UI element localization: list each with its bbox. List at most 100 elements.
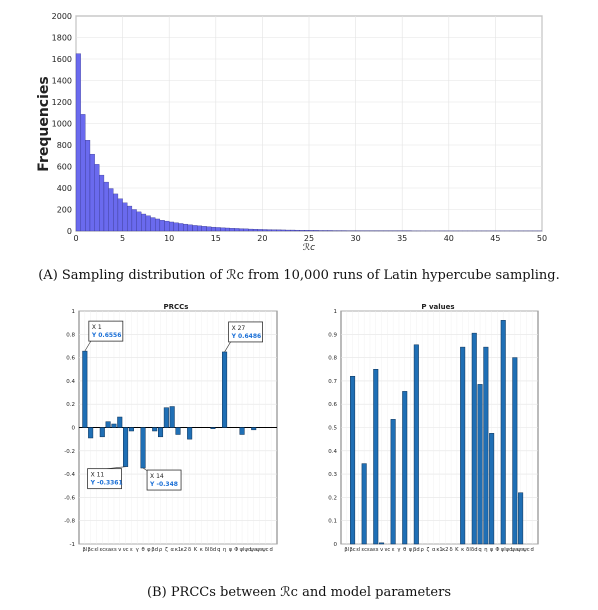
pvalues-y-tick-label: 0.8 [328, 356, 337, 362]
pvalues-bar [390, 419, 396, 545]
histogram-y-tick-label: 0 [67, 227, 72, 236]
prcc-y-tick-label: -0.2 [64, 449, 75, 455]
histogram-bar [322, 230, 328, 232]
prcc-bar [158, 427, 164, 438]
pvalues-bar [373, 369, 379, 545]
pvalues-bar [477, 384, 483, 545]
histogram-bar [187, 224, 193, 232]
histogram-bar [108, 188, 114, 232]
prcc-bar [128, 427, 134, 432]
histogram-bar [85, 140, 91, 232]
histogram-bar [257, 229, 263, 232]
histogram-bar [313, 230, 319, 232]
prcc-x-tick-label: φ [147, 547, 151, 553]
pvalues-x-tick-label: d [531, 547, 534, 553]
histogram-bar [299, 230, 305, 232]
datatip-y-label: Y -0.3361 [90, 480, 123, 487]
prcc-bar [117, 416, 123, 428]
pvalues-y-tick-label: 0.7 [328, 379, 337, 385]
histogram-bar [141, 213, 147, 232]
histogram-bar [80, 114, 86, 232]
pvalues-x-tick-label: βl [344, 547, 349, 553]
datatip-x-label: X 14 [150, 473, 164, 480]
prcc-x-tick-label: κ [200, 547, 203, 553]
caption-b: (B) PRCCs between ℛc and model parameter… [146, 585, 451, 600]
prcc-x-tick-label: ψd [245, 547, 252, 553]
prcc-x-tick-label: Κ [194, 547, 198, 553]
prcc-x-tick-label: α [170, 547, 174, 553]
prcc-x-tick-label: q [217, 547, 220, 553]
histogram-x-tick-label: 0 [73, 234, 78, 243]
histogram-x-tick-label: 35 [397, 234, 407, 243]
histogram-bar [206, 226, 212, 232]
histogram-bar [252, 229, 258, 232]
histogram-bar [266, 229, 272, 232]
prcc-x-tick-label: η [223, 547, 226, 553]
pvalues-x-tick-label: ψa [512, 547, 519, 553]
histogram-bars [75, 53, 543, 232]
prcc-datatip[interactable]: X 1Y 0.6556 [84, 320, 124, 352]
histogram-bar [294, 229, 300, 232]
histogram-x-ticks: 0 5 10 15 20 25 30 35 40 45 50 [73, 234, 547, 243]
histogram-y-tick-label: 600 [57, 163, 72, 172]
datatip-pointer [84, 340, 92, 352]
pvalues-y-ticks: 0 0.1 0.2 0.3 0.4 0.5 0.6 0.7 0.8 0.9 1 [328, 309, 337, 548]
histogram-y-tick-label: 2000 [52, 12, 72, 21]
histogram-y-axis-label: Frequencies [36, 76, 52, 171]
pvalues-x-tick-label: Φ [495, 547, 499, 553]
pvalues-y-tick-label: 1 [334, 309, 338, 315]
prcc-y-tick-label: 0.2 [66, 402, 75, 408]
prcc-x-tick-label: εa [105, 547, 111, 553]
prcc-bar [99, 427, 105, 438]
pvalues-x-tick-label: βc [350, 547, 356, 553]
prcc-y-tick-label: -0.6 [64, 495, 75, 501]
histogram-bar [220, 227, 226, 232]
pvalues-x-tick-label: εl [356, 547, 360, 553]
histogram-bar [127, 205, 133, 232]
datatip-pointer [224, 341, 231, 353]
prcc-datatip[interactable]: X 11Y -0.3361 [87, 466, 126, 490]
histogram-y-tick-label: 1200 [52, 98, 72, 107]
histogram-bar [99, 174, 105, 232]
pvalues-x-tick-label: κ1 [436, 547, 442, 553]
pvalues-x-tick-label: γ [397, 547, 400, 553]
datatip-y-label: Y 0.6556 [91, 332, 122, 339]
pvalues-x-tick-label: ψd [506, 547, 513, 553]
histogram-bar [215, 227, 221, 232]
prcc-datatip[interactable]: X 14Y -0.348 [142, 467, 182, 491]
prcc-x-tick-label: βd [151, 547, 158, 553]
prcc-x-tick-label: ψa [250, 547, 257, 553]
pvalues-y-tick-label: 0 [334, 542, 338, 548]
datatip-y-label: Y -0.348 [149, 481, 178, 488]
prcc-bar [111, 423, 117, 428]
histogram-y-tick-label: 400 [57, 184, 72, 193]
pvalues-x-tick-label: ν [380, 547, 383, 553]
pvalues-x-tick-label: δ [449, 547, 452, 553]
prcc-datatip[interactable]: X 27Y 0.6486 [224, 321, 263, 353]
prcc-bar [152, 427, 158, 432]
prcc-x-tick-label: νc [123, 547, 129, 553]
pvalues-x-tick-label: ζ [426, 547, 429, 553]
pvalues-x-tick-label: ρ [420, 547, 424, 553]
pvalues-bar [489, 433, 495, 545]
pvalues-bar [471, 332, 477, 545]
pvalues-bar [500, 320, 506, 545]
histogram-x-tick-label: 20 [257, 234, 267, 243]
prcc-bar [140, 427, 146, 469]
pvalues-x-tick-label: κ2 [442, 547, 448, 553]
pvalues-x-tick-label: εs [373, 547, 379, 553]
prcc-x-tick-label: γ [136, 547, 139, 553]
prcc-x-tick-label: ρ [159, 547, 163, 553]
histogram-x-tick-label: 5 [120, 234, 125, 243]
histogram-bar [103, 181, 109, 232]
histogram-bar [183, 223, 188, 232]
histogram-bar [210, 226, 216, 232]
histogram-bar [243, 228, 249, 232]
histogram-bar [136, 211, 142, 232]
pvalues-x-tick-label: δl [466, 547, 471, 553]
histogram-bar [155, 218, 161, 232]
histogram-bar [280, 229, 286, 232]
pvalues-y-tick-label: 0.9 [328, 332, 337, 338]
pvalues-x-tick-label: νc [384, 547, 390, 553]
histogram-bar [113, 193, 119, 232]
